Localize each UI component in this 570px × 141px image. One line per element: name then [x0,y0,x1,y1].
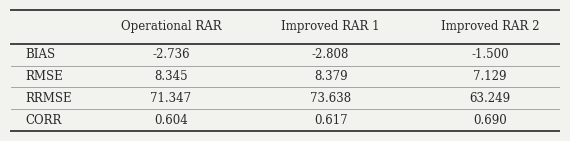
Text: RMSE: RMSE [26,70,63,83]
Text: 8.379: 8.379 [314,70,347,83]
Text: Operational RAR: Operational RAR [121,20,221,33]
Text: 63.249: 63.249 [470,92,511,105]
Text: -1.500: -1.500 [471,48,509,61]
Text: RRMSE: RRMSE [26,92,72,105]
Text: 0.617: 0.617 [314,114,347,127]
Text: 0.690: 0.690 [473,114,507,127]
Text: 73.638: 73.638 [310,92,351,105]
Text: CORR: CORR [26,114,62,127]
Text: Improved RAR 1: Improved RAR 1 [282,20,380,33]
Text: 7.129: 7.129 [474,70,507,83]
Text: BIAS: BIAS [26,48,56,61]
Text: 8.345: 8.345 [154,70,188,83]
Text: 0.604: 0.604 [154,114,188,127]
Text: 71.347: 71.347 [150,92,192,105]
Text: -2.808: -2.808 [312,48,349,61]
Text: -2.736: -2.736 [152,48,190,61]
Text: Improved RAR 2: Improved RAR 2 [441,20,539,33]
